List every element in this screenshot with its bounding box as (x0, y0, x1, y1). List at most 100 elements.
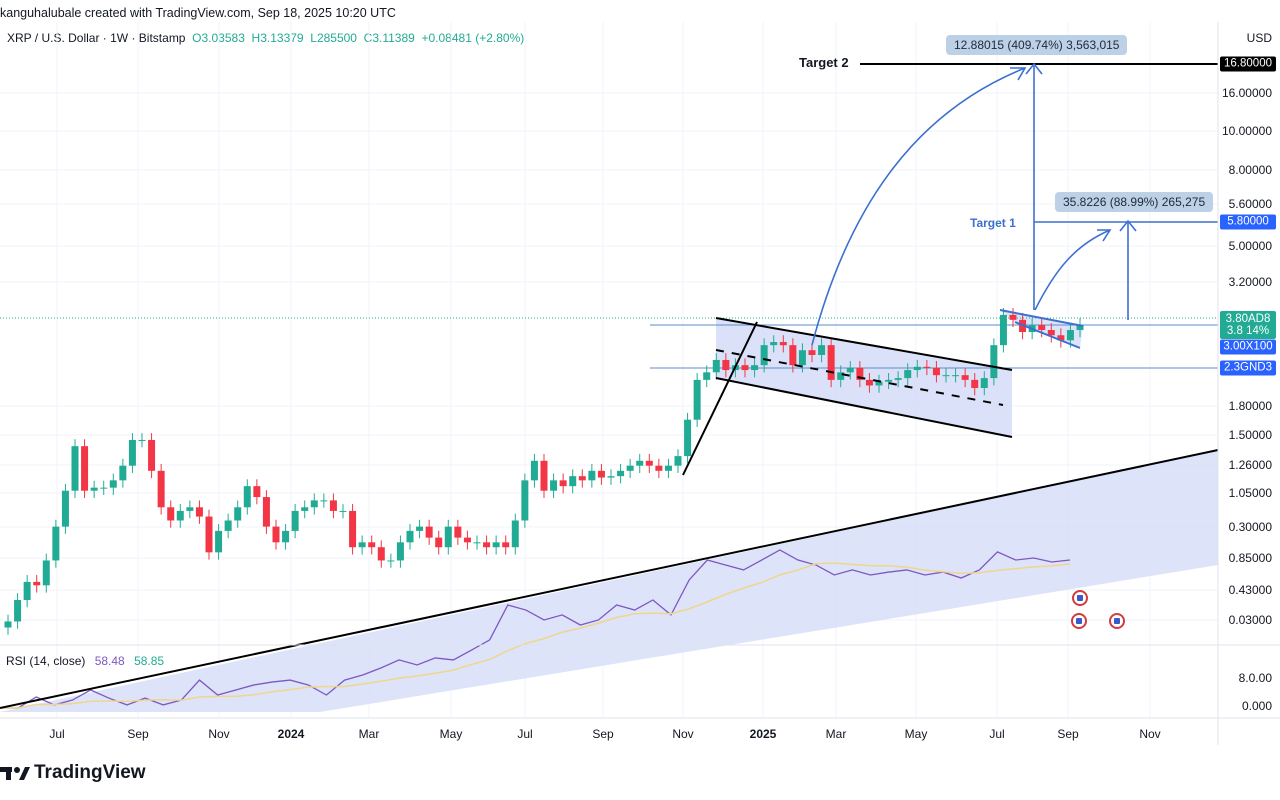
tradingview-logo[interactable]: TradingView (0, 762, 146, 784)
event-flag-icon[interactable] (1109, 613, 1125, 629)
candle (760, 338, 768, 373)
candle (1047, 323, 1055, 343)
candle (42, 553, 50, 593)
candle-body (942, 375, 950, 377)
candle-body (990, 345, 998, 379)
candle (674, 449, 682, 473)
candle-body (81, 446, 89, 491)
candle (90, 480, 98, 498)
candle (291, 504, 299, 539)
candle (741, 358, 749, 378)
candle (1009, 308, 1017, 328)
time-tick-label: Jul (989, 727, 1005, 741)
candle-body (913, 366, 921, 371)
currency-label[interactable]: USD (1246, 31, 1272, 45)
candle-body (789, 345, 797, 366)
rsi-pane (0, 549, 1071, 709)
flag-upper (999, 309, 1084, 327)
candle (540, 453, 548, 498)
candle (387, 553, 395, 568)
candle-body (684, 419, 692, 457)
candle-body (109, 480, 117, 488)
chart-attribution: kanguhalubale created with TradingView.c… (0, 6, 396, 20)
channel-upper (715, 317, 1013, 371)
candle (234, 500, 242, 528)
candle-body (674, 456, 682, 466)
rsi-legend: RSI (14, close) 58.48 58.85 (6, 654, 164, 668)
candle-body (358, 542, 366, 548)
candle (224, 513, 232, 539)
rsi-label[interactable]: RSI (14, close) (6, 654, 86, 668)
time-tick-label: Nov (672, 727, 694, 741)
candle (952, 368, 960, 383)
candle (329, 493, 337, 519)
long-trendline (0, 449, 1219, 709)
candle-body (664, 465, 672, 471)
candle-body (655, 465, 663, 471)
time-tick-label: Mar (358, 727, 380, 741)
candle-body (607, 476, 615, 478)
candle-body (4, 621, 12, 628)
candle (856, 361, 864, 388)
target1-label[interactable]: Target 1 (970, 216, 1016, 230)
candle-body (693, 379, 701, 420)
candle (339, 504, 347, 519)
candle (827, 338, 835, 388)
time-tick-label: 2025 (749, 727, 777, 741)
candle (119, 458, 127, 488)
candle (406, 524, 414, 550)
candle-body (885, 379, 893, 382)
candle-body (492, 542, 500, 548)
candle-body (865, 379, 873, 386)
candle (148, 433, 156, 479)
arrow-head (1025, 62, 1043, 75)
candle (703, 365, 711, 388)
candle (4, 614, 12, 635)
price-tick-label: 1.80000 (1228, 399, 1272, 413)
price-tick-label: 3.20000 (1228, 275, 1272, 289)
candle-body (502, 542, 510, 548)
price-tick-label: 0.43000 (1228, 583, 1272, 597)
candle-body (406, 530, 414, 543)
candle (617, 463, 625, 484)
indicator-flag-icon[interactable] (1072, 590, 1088, 606)
candle (463, 530, 471, 550)
time-tick-label: Sep (127, 727, 149, 741)
event-flag-icon[interactable] (1071, 613, 1087, 629)
pole-line (682, 321, 758, 476)
candle-body (923, 366, 931, 368)
candle-body (14, 600, 22, 622)
last-price-value: 3.80AD8 (1225, 313, 1271, 325)
candle (128, 433, 136, 473)
candle-body (798, 350, 806, 366)
candle-body (588, 470, 596, 481)
candle (913, 359, 921, 378)
price-tick-label: 5.60000 (1228, 197, 1272, 211)
candle-body (90, 487, 98, 491)
candle (846, 361, 854, 380)
candle (435, 530, 443, 555)
candle (808, 343, 816, 363)
tradingview-logo-icon (0, 767, 30, 780)
candle-body (875, 381, 883, 386)
projection-arrows (811, 62, 1137, 346)
target1-price-box: 5.80000 (1220, 214, 1276, 230)
symbol-title[interactable]: XRP / U.S. Dollar · 1W · Bitstamp (7, 31, 186, 45)
candle (282, 524, 290, 550)
price-tick-label: 0.85000 (1228, 551, 1272, 565)
target2-label[interactable]: Target 2 (799, 55, 849, 70)
measure-label-target1[interactable]: 35.8226 (88.99%) 265,275 (1055, 192, 1214, 212)
candle (368, 535, 376, 555)
candle-body (645, 460, 653, 466)
candle-body (856, 367, 864, 380)
candle-body (23, 581, 31, 601)
time-tick-label: Sep (592, 727, 614, 741)
candle (597, 463, 605, 485)
candle (176, 504, 184, 528)
candle (272, 519, 280, 550)
price-tick-label: 0.30000 (1228, 520, 1272, 534)
rsi-tick-label: 0.000 (1241, 699, 1272, 713)
measure-label-target2[interactable]: 12.88015 (409.74%) 3,563,015 (946, 35, 1128, 55)
candle (100, 480, 108, 495)
